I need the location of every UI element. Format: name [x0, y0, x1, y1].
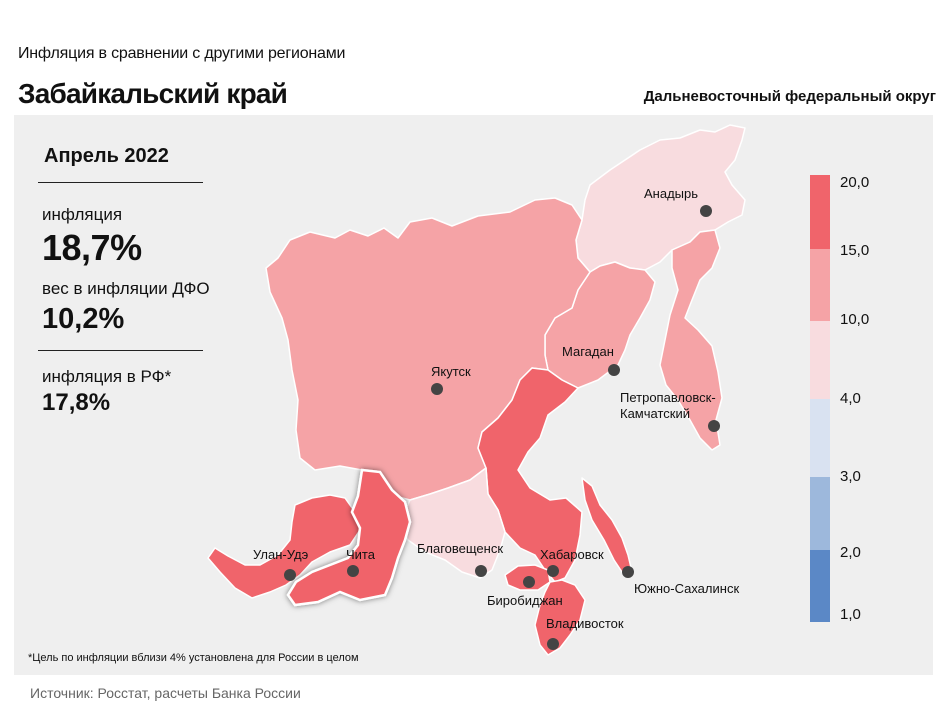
legend-swatch-2 — [810, 249, 830, 321]
inflation-label: инфляция — [42, 205, 123, 224]
legend-swatch-1 — [810, 175, 830, 249]
legend-label-3: 10,0 — [840, 311, 869, 328]
legend-label-4: 4,0 — [840, 390, 861, 407]
period-label: Апрель 2022 — [44, 145, 169, 167]
city-label-petropavlovsk-1: Петропавловск- — [620, 390, 716, 405]
divider-bottom — [38, 350, 203, 351]
legend-label-2: 15,0 — [840, 242, 869, 259]
city-label-ulan-ude: Улан-Удэ — [253, 547, 309, 562]
city-dot-yuzhno — [622, 566, 634, 578]
inflation-value: 18,7% — [42, 227, 142, 268]
city-label-yakutsk: Якутск — [431, 364, 471, 379]
legend-swatch-6 — [810, 550, 830, 622]
city-dot-anadyr — [700, 205, 712, 217]
district-label: Дальневосточный федеральный округ — [643, 88, 936, 105]
city-label-blagoveshchensk: Благовещенск — [417, 541, 503, 556]
legend-label-5: 3,0 — [840, 468, 861, 485]
legend: 20,0 15,0 10,0 4,0 3,0 2,0 1,0 — [810, 174, 869, 623]
footnote: *Цель по инфляции вблизи 4% установлена … — [28, 652, 359, 664]
weight-value: 10,2% — [42, 303, 125, 335]
region-yakutia — [265, 197, 591, 501]
legend-swatch-4 — [810, 399, 830, 477]
chart-subtitle: Инфляция в сравнении с другими регионами — [18, 45, 346, 62]
city-dot-yakutsk — [431, 383, 443, 395]
city-dot-khabarovsk — [547, 565, 559, 577]
legend-label-6: 2,0 — [840, 544, 861, 561]
rf-inflation-value: 17,8% — [42, 389, 111, 416]
region-amur — [399, 467, 506, 579]
city-dot-ulan-ude — [284, 569, 296, 581]
city-label-petropavlovsk-2: Камчатский — [620, 406, 690, 421]
legend-swatch-3 — [810, 321, 830, 399]
legend-swatch-5 — [810, 477, 830, 550]
city-label-vladivostok: Владивосток — [546, 616, 624, 631]
city-label-anadyr: Анадырь — [644, 186, 698, 201]
city-dot-magadan — [608, 364, 620, 376]
city-label-yuzhno: Южно-Сахалинск — [634, 581, 739, 596]
region-zabaikalsky — [286, 468, 412, 607]
city-dot-blagoveshchensk — [475, 565, 487, 577]
weight-label: вес в инфляции ДФО — [42, 279, 210, 298]
legend-label-7: 1,0 — [840, 606, 861, 623]
city-label-khabarovsk: Хабаровск — [540, 547, 604, 562]
city-dot-vladivostok — [547, 638, 559, 650]
city-dot-chita — [347, 565, 359, 577]
source-note: Источник: Росстат, расчеты Банка России — [30, 685, 301, 701]
city-dot-birobidzhan — [523, 576, 535, 588]
legend-label-1: 20,0 — [840, 174, 869, 191]
city-label-chita: Чита — [346, 547, 376, 562]
stats-block: Апрель 2022 инфляция 18,7% вес в инфляци… — [38, 145, 218, 417]
city-label-magadan: Магадан — [562, 344, 614, 359]
region-kamchatka — [659, 229, 723, 451]
region-primorye — [534, 579, 586, 656]
city-label-birobidzhan: Биробиджан — [487, 593, 563, 608]
region-title: Забайкальский край — [18, 78, 288, 109]
divider-top — [38, 182, 203, 183]
rf-inflation-label: инфляция в РФ* — [42, 367, 172, 386]
city-dot-petropavlovsk — [708, 420, 720, 432]
